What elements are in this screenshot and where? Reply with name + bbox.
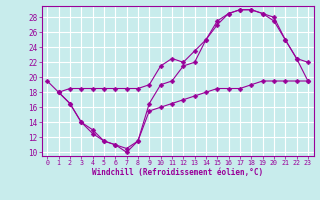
X-axis label: Windchill (Refroidissement éolien,°C): Windchill (Refroidissement éolien,°C)	[92, 168, 263, 177]
